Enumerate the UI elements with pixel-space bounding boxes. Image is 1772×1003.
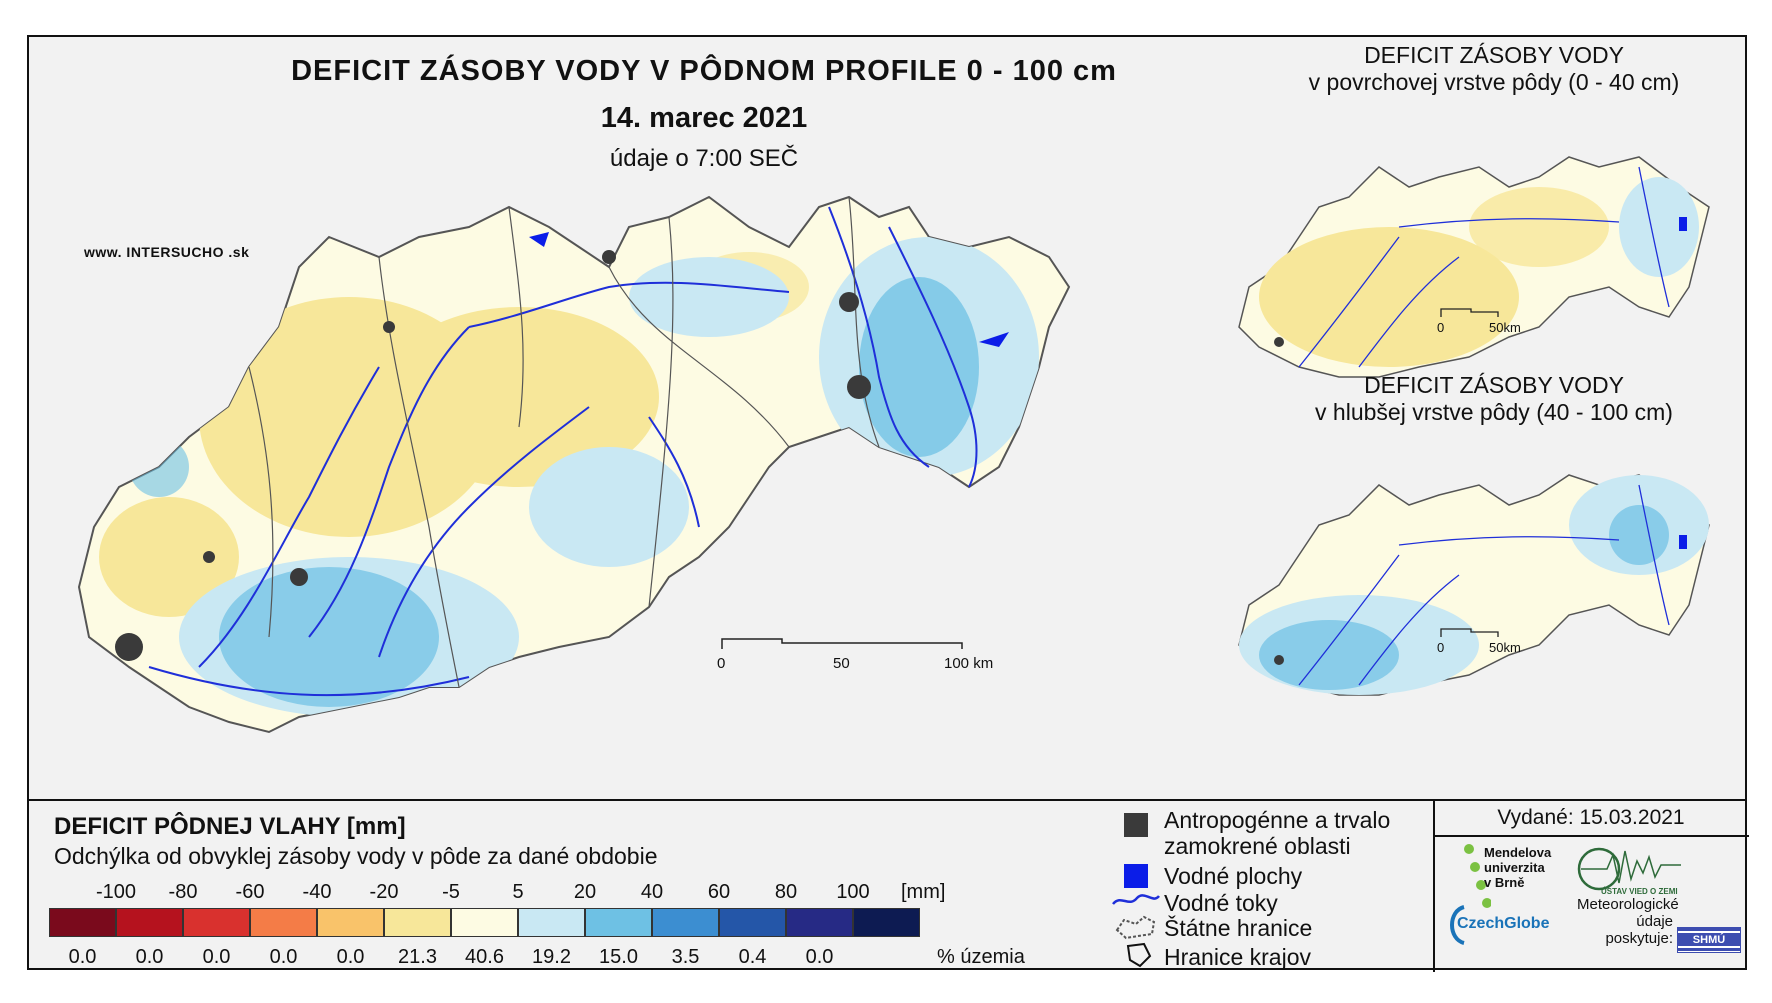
legend-tick: -5: [442, 881, 460, 903]
legend-percentage: 0.0: [336, 946, 365, 968]
main-scale-50: 50: [833, 655, 850, 672]
meteo-line3: poskytuje:: [1605, 930, 1673, 947]
map-area: DEFICIT ZÁSOBY VODY V PÔDNOM PROFILE 0 -…: [29, 37, 1745, 799]
legend-swatch: [116, 908, 183, 937]
legend-title: DEFICIT PÔDNEJ VLAHY [mm]: [54, 813, 406, 840]
czechglobe-logo: CzechGlobe: [1457, 915, 1550, 932]
inset-bottom-map: [1238, 474, 1710, 696]
shmu-logo-text: SHMÚ: [1678, 934, 1740, 946]
main-scale-100: 100 km: [944, 655, 994, 672]
map-title: DEFICIT ZÁSOBY VODY V PÔDNOM PROFILE 0 -…: [291, 55, 1117, 87]
mendel-dots-logo: [1464, 844, 1491, 908]
shmu-logo: SHMÚ: [1677, 927, 1741, 953]
legend-tick: -60: [235, 881, 265, 903]
legend-swatch: [451, 908, 518, 937]
legend-tick: 40: [640, 881, 664, 903]
legend-percentage: 3.5: [671, 946, 700, 968]
inset-top-scale-0: 0: [1437, 320, 1445, 335]
key-anthropogenic-line1: Antropogénne a trvalo: [1164, 807, 1391, 833]
legend-panel: DEFICIT PÔDNEJ VLAHY [mm] Odchýlka od ob…: [29, 799, 1749, 972]
legend-swatch: [518, 908, 585, 937]
legend-percentage: 0.0: [202, 946, 231, 968]
main-scale-0: 0: [717, 655, 726, 672]
legend-swatch: [652, 908, 719, 937]
key-water-symbol: [1124, 864, 1148, 888]
legend-percentage: 0.0: [269, 946, 298, 968]
key-state-border-label: Štátne hranice: [1164, 915, 1313, 941]
legend-tick: 60: [707, 881, 731, 903]
legend-swatch: [250, 908, 317, 937]
key-anthropogenic-label: Antropogénne a trvalo zamokrené oblasti: [1164, 807, 1390, 859]
meteo-line1: Meteorologické: [1577, 896, 1679, 913]
inset-top-scale: [1440, 308, 1499, 317]
legend-swatch: [49, 908, 116, 937]
legend-percent-label: % územia: [937, 946, 1025, 968]
legend-subtitle: Odchýlka od obvyklej zásoby vody v pôde …: [54, 843, 658, 869]
map-time-note: údaje o 7:00 SEČ: [609, 145, 799, 172]
legend-percentage: 0.4: [738, 946, 767, 968]
key-river-label: Vodné toky: [1164, 890, 1278, 916]
key-anthropogenic-symbol: [1124, 813, 1148, 837]
main-map: [77, 195, 1071, 734]
meteo-line2: údaje: [1636, 913, 1673, 930]
legend-percentage: 40.6: [465, 946, 504, 968]
legend-percentage: 21.3: [398, 946, 437, 968]
inset-bottom-scale-0: 0: [1437, 640, 1445, 655]
legend-swatch: [183, 908, 250, 937]
legend-tick: 100: [836, 881, 870, 903]
intersucho-logo: www. INTERSUCHO .sk: [84, 244, 249, 260]
map-frame: DEFICIT ZÁSOBY VODY V PÔDNOM PROFILE 0 -…: [27, 35, 1749, 972]
inset-bottom-scale-50: 50km: [1489, 640, 1521, 655]
legend-tick: 20: [573, 881, 597, 903]
inset-top-title-1: DEFICIT ZÁSOBY VODY: [1364, 42, 1624, 68]
legend-swatch: [719, 908, 786, 937]
uvz-logo-text: ÚSTAV VIED O ZEMI: [1601, 887, 1678, 896]
key-water-label: Vodné plochy: [1164, 863, 1303, 889]
inset-bottom-title-2: v hlubšej vrstve pôdy (40 - 100 cm): [1315, 399, 1673, 425]
key-region-border-label: Hranice krajov: [1164, 944, 1311, 970]
legend-tick: -20: [369, 881, 399, 903]
inset-bottom-scale: [1440, 628, 1499, 637]
legend-percentage: 0.0: [135, 946, 164, 968]
brand-highlight: SUCHO: [170, 244, 224, 260]
mendel-line3: v Brně: [1484, 875, 1525, 890]
legend-tick: -100: [95, 881, 137, 903]
key-anthropogenic-line2: zamokrené oblasti: [1164, 833, 1351, 859]
key-river-symbol: [1112, 894, 1160, 905]
legend-percentage: 19.2: [532, 946, 571, 968]
legend-swatch: [786, 908, 853, 937]
inset-bottom-title-1: DEFICIT ZÁSOBY VODY: [1364, 372, 1624, 398]
map-date: 14. marec 2021: [600, 102, 808, 134]
key-state-border-symbol: [1115, 915, 1156, 940]
inset-bottom-title: DEFICIT ZÁSOBY VODY v hlubšej vrstve pôd…: [1259, 372, 1729, 426]
meteo-provider-text: Meteorologické údaje poskytuje:: [1577, 896, 1679, 947]
main-scale-bar: [721, 638, 963, 649]
legend-swatch: [317, 908, 384, 937]
legend-percentage: 0.0: [805, 946, 834, 968]
inset-top-map: [1238, 156, 1710, 378]
inset-top-title: DEFICIT ZÁSOBY VODY v povrchovej vrstve …: [1259, 42, 1729, 96]
brand-prefix: www. INTER: [84, 244, 171, 260]
mendel-line2: univerzita: [1484, 860, 1545, 875]
czechglobe-logo-mark: [1450, 905, 1465, 945]
legend-swatch: [585, 908, 652, 937]
key-region-border-symbol: [1126, 942, 1152, 968]
legend-tick: -80: [168, 881, 198, 903]
legend-percentage: 0.0: [68, 946, 97, 968]
legend-swatch: [384, 908, 451, 937]
legend-tick: 5: [512, 881, 524, 903]
legend-unit: [mm]: [901, 881, 946, 903]
mendel-line1: Mendelova: [1484, 845, 1552, 860]
inset-top-scale-50: 50km: [1489, 320, 1521, 335]
inset-top-title-2: v povrchovej vrstve pôdy (0 - 40 cm): [1308, 69, 1680, 95]
mendel-logo-text: Mendelova univerzita v Brně: [1484, 845, 1551, 890]
uvz-logo: [1577, 847, 1681, 891]
brand-suffix: .sk: [224, 244, 250, 260]
legend-divider: [1433, 801, 1435, 972]
legend-swatch: [853, 908, 920, 937]
legend-tick: -40: [302, 881, 332, 903]
legend-tick: 80: [774, 881, 798, 903]
issued-date: Vydané: 15.03.2021: [1433, 801, 1749, 837]
legend-percentage: 15.0: [599, 946, 638, 968]
